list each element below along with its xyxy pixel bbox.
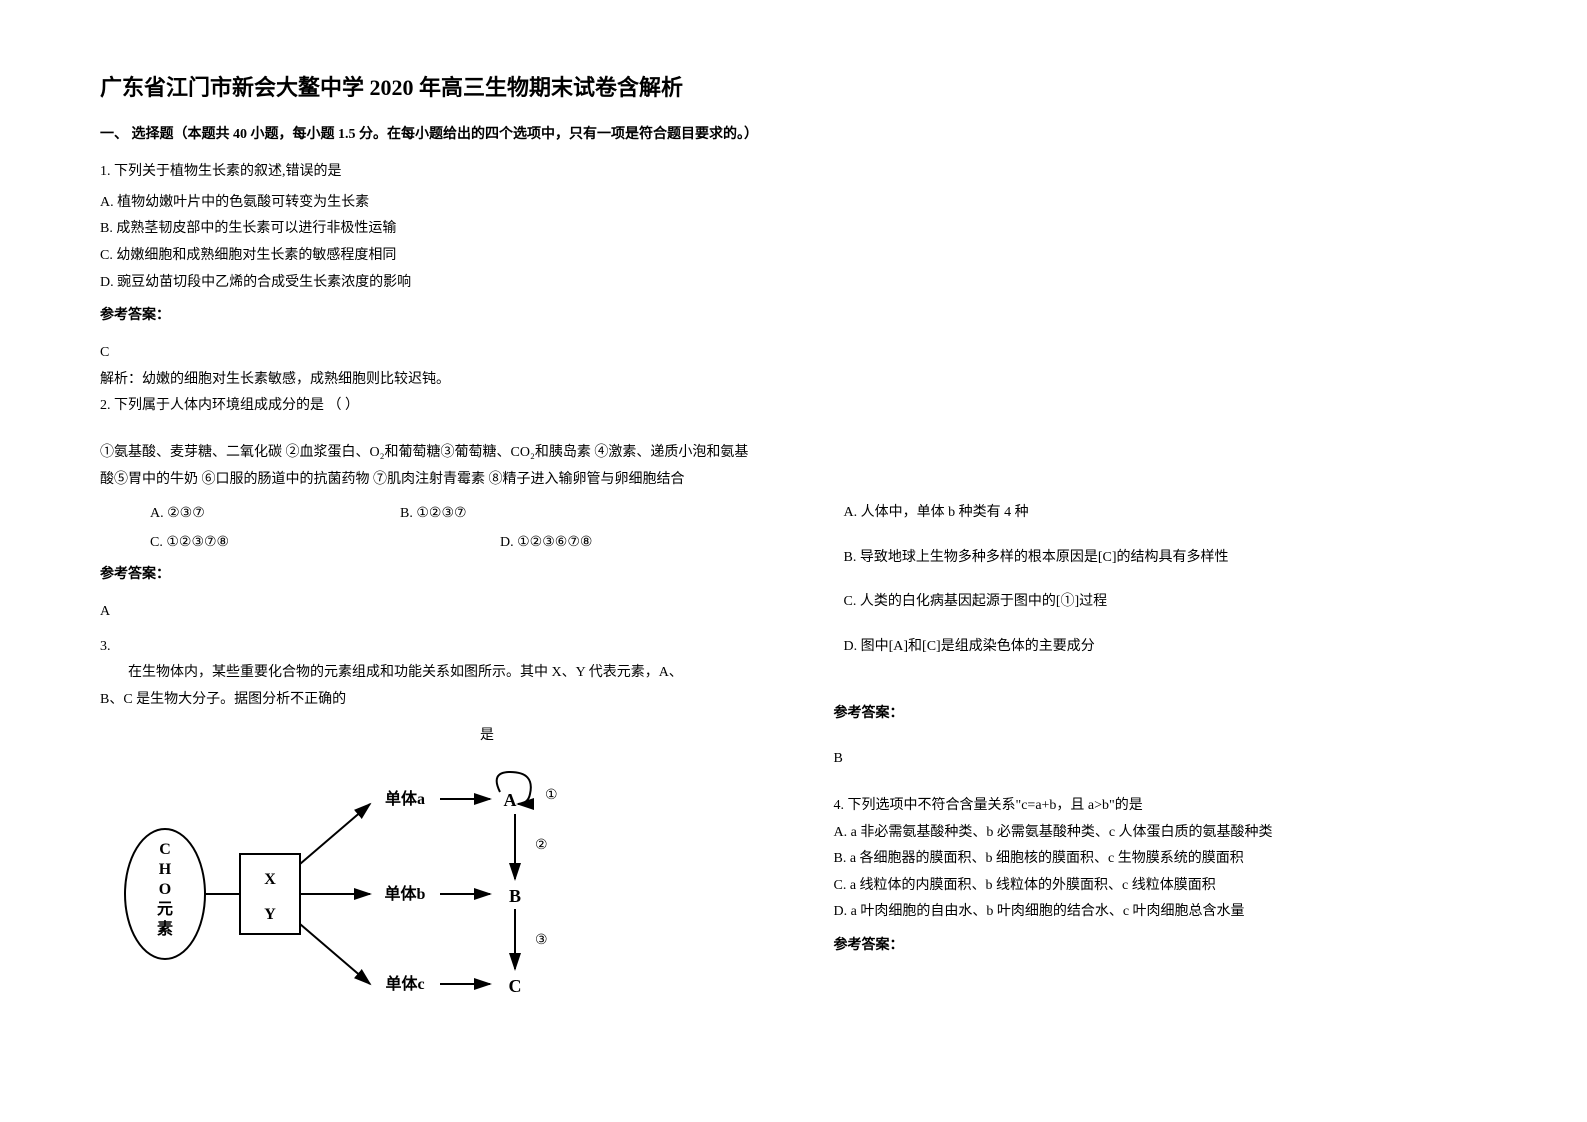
diagram-svg: C H O 元 素 X Y 单体a 单体b 单体c xyxy=(120,754,580,1004)
q2-optA: A. ②③⑦ xyxy=(150,505,400,522)
q2-options-row2: C. ①②③⑦⑧ D. ①②③⑥⑦⑧ xyxy=(100,534,754,551)
monomer-a: 单体a xyxy=(385,789,425,808)
q4-answer-label: 参考答案： xyxy=(834,934,1488,954)
diag-yuan: 元 xyxy=(157,901,173,918)
section-header: 一、 选择题（本题共 40 小题，每小题 1.5 分。在每小题给出的四个选项中，… xyxy=(100,122,754,147)
q1-optD: D. 豌豆幼苗切段中乙烯的合成受生长素浓度的影响 xyxy=(100,270,754,297)
diag-X: X xyxy=(264,871,276,888)
page-title: 广东省江门市新会大鳌中学 2020 年高三生物期末试卷含解析 xyxy=(100,70,754,102)
q4-stem: 4. 下列选项中不符合含量关系"c=a+b，且 a>b"的是 xyxy=(834,793,1488,820)
diag-C: C xyxy=(159,841,171,858)
q1-stem: 1. 下列关于植物生长素的叙述,错误的是 xyxy=(100,159,754,186)
q2-body: ①氨基酸、麦芽糖、二氧化碳 ②血浆蛋白、O₂和葡萄糖③葡萄糖、CO₂和胰岛素 ④… xyxy=(100,440,754,493)
q2-optD: D. ①②③⑥⑦⑧ xyxy=(500,534,592,551)
q3-options: A. 人体中，单体 b 种类有 4 种 B. 导致地球上生物多种多样的根本原因是… xyxy=(834,500,1488,660)
q2-stem: 2. 下列属于人体内环境组成成分的是 （ ） xyxy=(100,393,754,420)
q3-optB: B. 导致地球上生物多种多样的根本原因是[C]的结构具有多样性 xyxy=(844,545,1488,572)
q2-answer: A xyxy=(100,599,754,626)
q3-optC: C. 人类的白化病基因起源于图中的[①]过程 xyxy=(844,589,1488,616)
circle-3: ③ xyxy=(535,933,548,948)
circle-2: ② xyxy=(535,838,548,853)
big-B: B xyxy=(509,886,521,906)
q1-optC: C. 幼嫩细胞和成熟细胞对生长素的敏感程度相同 xyxy=(100,243,754,270)
q2-options-row1: A. ②③⑦ B. ①②③⑦ xyxy=(100,505,754,522)
q2-answer-label: 参考答案： xyxy=(100,563,754,583)
q3-body1: 在生物体内，某些重要化合物的元素组成和功能关系如图所示。其中 X、Y 代表元素，… xyxy=(100,660,754,687)
arrow-to-c xyxy=(300,924,370,984)
monomer-b: 单体b xyxy=(385,884,426,903)
q3-optA: A. 人体中，单体 b 种类有 4 种 xyxy=(844,500,1488,527)
right-column: A. 人体中，单体 b 种类有 4 种 B. 导致地球上生物多种多样的根本原因是… xyxy=(834,70,1488,1052)
q1-answer-label: 参考答案： xyxy=(100,304,754,324)
diag-Y: Y xyxy=(264,906,276,923)
q4-optC: C. a 线粒体的内膜面积、b 线粒体的外膜面积、c 线粒体膜面积 xyxy=(834,873,1488,900)
circle-1: ① xyxy=(545,788,558,803)
q2-optC: C. ①②③⑦⑧ xyxy=(150,534,400,551)
q3-optD: D. 图中[A]和[C]是组成染色体的主要成分 xyxy=(844,634,1488,661)
q4-optB: B. a 各细胞器的膜面积、b 细胞核的膜面积、c 生物膜系统的膜面积 xyxy=(834,846,1488,873)
left-column: 广东省江门市新会大鳌中学 2020 年高三生物期末试卷含解析 一、 选择题（本题… xyxy=(100,70,754,1052)
arrow-to-a xyxy=(300,804,370,864)
q3-shi: 是 xyxy=(480,724,494,744)
q3-num: 3. xyxy=(100,634,754,661)
q1-optA: A. 植物幼嫩叶片中的色氨酸可转变为生长素 xyxy=(100,190,754,217)
q1-optB: B. 成熟茎韧皮部中的生长素可以进行非极性运输 xyxy=(100,216,754,243)
q4-block: 4. 下列选项中不符合含量关系"c=a+b，且 a>b"的是 A. a 非必需氨… xyxy=(834,793,1488,954)
q3-answer-label: 参考答案： xyxy=(834,702,1488,722)
q4-optD: D. a 叶肉细胞的自由水、b 叶肉细胞的结合水、c 叶肉细胞总含水量 xyxy=(834,899,1488,926)
q2-optB: B. ①②③⑦ xyxy=(400,505,600,522)
diag-su: 素 xyxy=(157,919,173,938)
diag-O: O xyxy=(159,881,171,898)
q3-answer: B xyxy=(834,746,1488,773)
q1-answer: C xyxy=(100,340,754,367)
big-C: C xyxy=(509,976,522,996)
q3-body2: B、C 是生物大分子。据图分析不正确的 xyxy=(100,687,754,714)
q4-optA: A. a 非必需氨基酸种类、b 必需氨基酸种类、c 人体蛋白质的氨基酸种类 xyxy=(834,820,1488,847)
q1-explanation: 解析：幼嫩的细胞对生长素敏感，成熟细胞则比较迟钝。 xyxy=(100,367,754,394)
big-A: A xyxy=(504,790,517,810)
monomer-c: 单体c xyxy=(385,974,424,993)
diag-H: H xyxy=(159,861,172,878)
q3-diagram: 是 C H O 元 素 X Y 单体a 单体b xyxy=(100,724,754,1004)
